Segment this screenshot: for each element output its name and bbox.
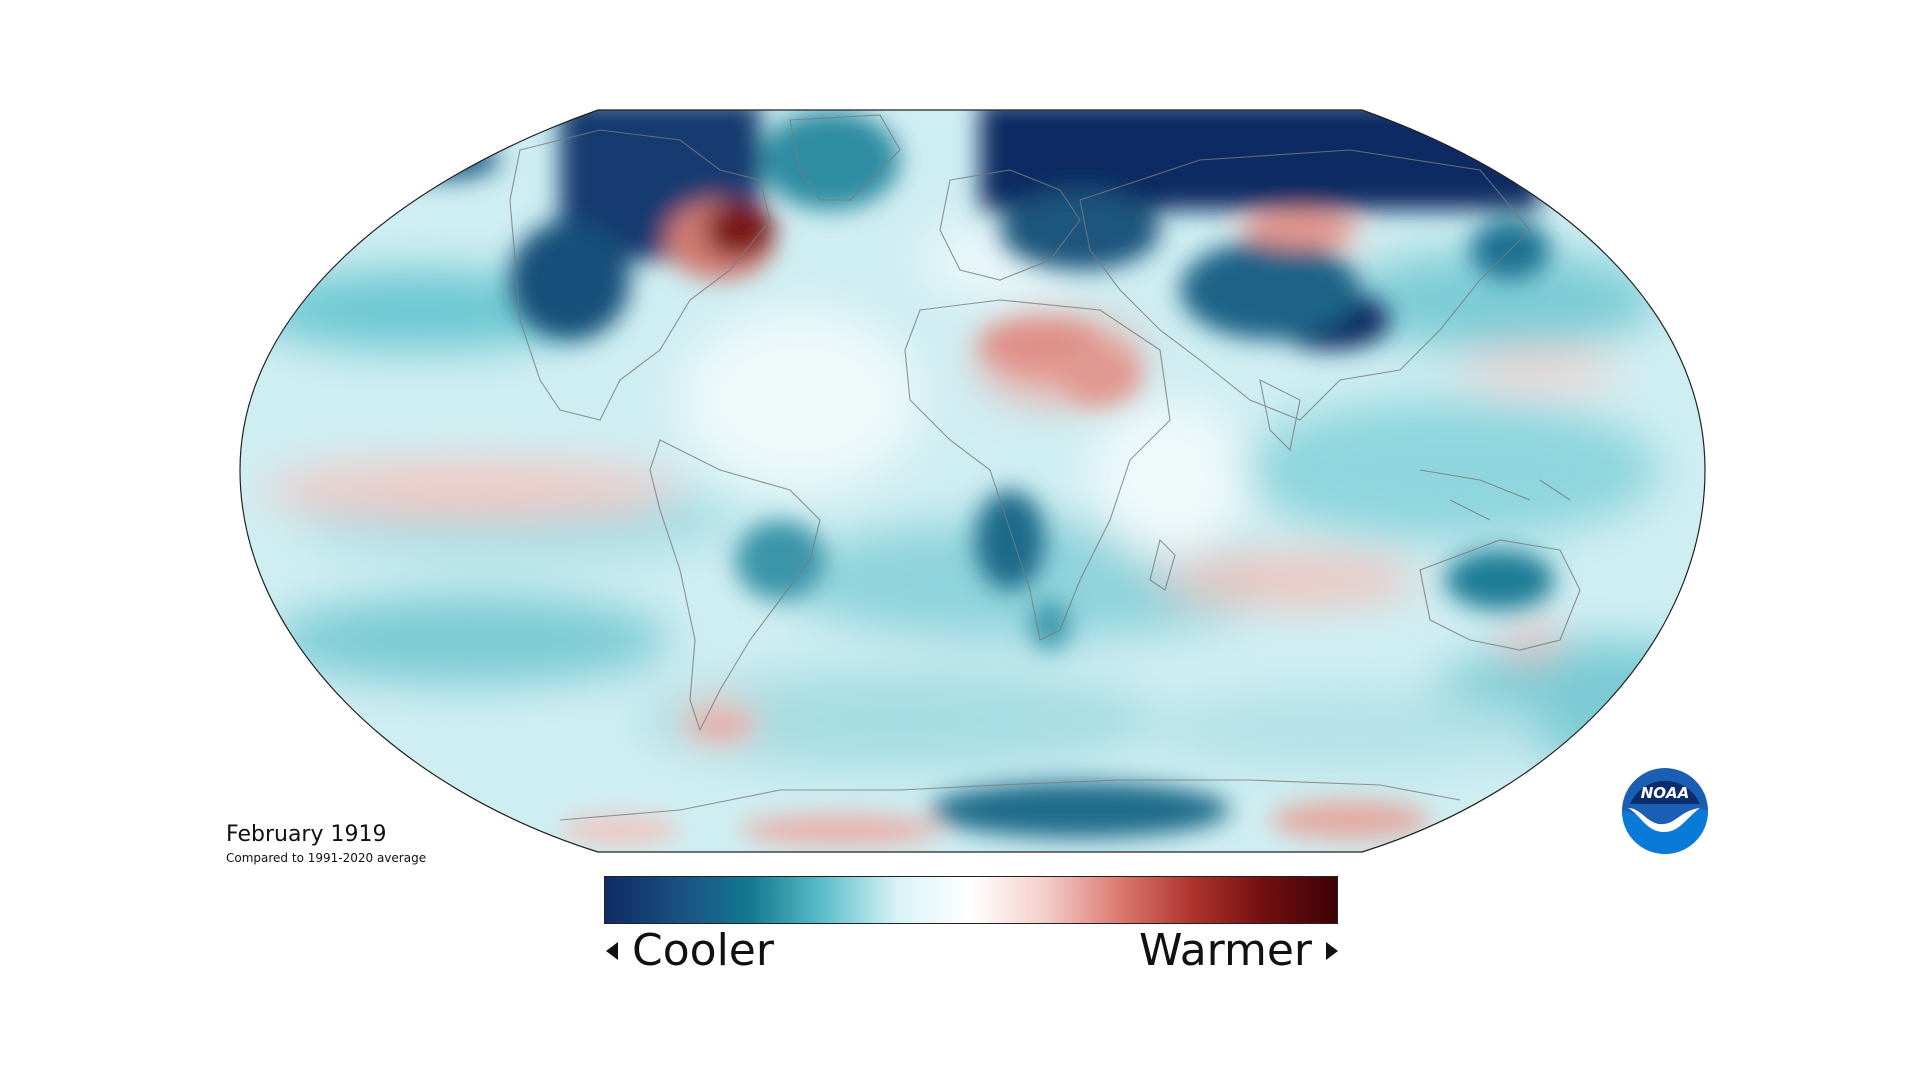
noaa-logo-icon: NOAA xyxy=(1622,768,1708,854)
right-arrow-icon xyxy=(1326,942,1338,960)
noaa-logo-text: NOAA xyxy=(1641,784,1690,802)
cooler-text: Cooler xyxy=(632,925,774,976)
warmer-legend-label: Warmer xyxy=(1139,929,1338,973)
globe-outline xyxy=(239,109,1706,853)
coastlines xyxy=(509,114,1581,821)
left-arrow-icon xyxy=(606,942,618,960)
map-caption-subtitle: Compared to 1991-2020 average xyxy=(226,851,427,865)
cooler-legend-label: Cooler xyxy=(606,929,774,973)
warmer-text: Warmer xyxy=(1139,925,1312,976)
anomaly-field xyxy=(240,110,1705,852)
temperature-colorbar xyxy=(604,876,1338,924)
map-caption-title: February 1919 xyxy=(226,822,387,847)
